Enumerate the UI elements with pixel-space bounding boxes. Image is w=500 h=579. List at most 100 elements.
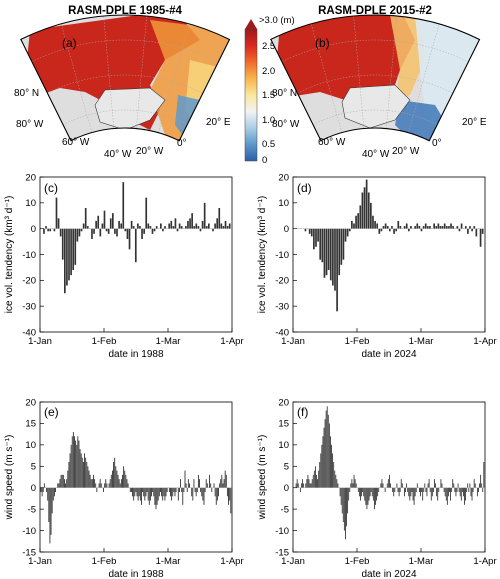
bar: [393, 228, 395, 234]
bar: [408, 487, 410, 497]
bar: [423, 487, 425, 492]
bar: [213, 483, 215, 488]
bar: [70, 228, 72, 276]
bar: [410, 226, 412, 229]
bar: [366, 487, 368, 510]
bar: [212, 228, 214, 232]
bar: [128, 228, 131, 250]
bar: [407, 228, 410, 232]
x-tick-label: 1-Mar: [409, 556, 434, 567]
bar: [367, 487, 369, 505]
bar: [208, 223, 210, 229]
bar: [117, 474, 119, 488]
bar: [205, 479, 207, 488]
plot-frame: [39, 401, 233, 553]
bar: [471, 487, 473, 501]
bar: [336, 479, 338, 488]
map-panel-b: (b) 80° N 80° W 60° W 40° W 20° W 0° 20°…: [270, 14, 487, 160]
bar: [96, 487, 98, 492]
bar: [327, 414, 329, 488]
bar: [153, 487, 155, 497]
bar: [337, 483, 339, 488]
bar: [405, 223, 408, 229]
x-tick-label: 1-Feb: [345, 336, 370, 347]
bar: [173, 487, 175, 492]
bar: [211, 487, 213, 492]
bar: [172, 226, 175, 229]
bar: [415, 487, 417, 492]
bar: [218, 208, 221, 229]
bar: [143, 228, 145, 234]
bar: [380, 228, 383, 232]
bar: [48, 487, 50, 522]
bar: [105, 479, 107, 488]
bar: [195, 223, 198, 229]
bar: [353, 474, 355, 488]
bar: [428, 479, 430, 488]
bar: [125, 474, 127, 488]
bar: [78, 228, 81, 237]
bar: [175, 487, 177, 492]
bar: [440, 479, 442, 488]
y-axis-label: wind speed (m s⁻¹): [257, 435, 268, 521]
bar: [435, 226, 438, 229]
bar: [373, 487, 375, 510]
bar: [197, 226, 200, 229]
bar: [395, 228, 398, 232]
panel-e-wind-speed-1988: 20 15 10 5 0 -5 -10 -151-Jan 1-Feb 1-Mar 1-Apr date…: [4, 397, 244, 579]
bar: [341, 487, 343, 514]
bar: [196, 487, 198, 492]
bar: [434, 479, 435, 488]
map-b-graticule: [281, 15, 469, 133]
bar: [99, 479, 101, 488]
graticule-latitude-line: [47, 74, 203, 94]
y-tick-label: 10: [278, 198, 289, 209]
map-b-frame: [270, 14, 481, 142]
bar: [170, 487, 171, 497]
bar: [464, 487, 465, 505]
bar: [320, 453, 322, 488]
bar: [352, 483, 354, 488]
bar: [317, 479, 318, 488]
bar: [424, 223, 427, 229]
bar: [329, 228, 332, 281]
bar: [49, 228, 52, 232]
bar: [115, 466, 117, 488]
bar: [201, 220, 204, 229]
y-tick-label: -20: [275, 276, 289, 287]
bar: [154, 487, 156, 505]
bar: [319, 228, 322, 260]
map-b-panel-label: (b): [315, 36, 330, 50]
bar: [216, 487, 218, 501]
bar: [456, 487, 458, 492]
bar: [132, 487, 133, 497]
map-b-lon-20e: 20° E: [462, 117, 487, 128]
bar: [149, 226, 152, 229]
map-a-panel-label: (a): [62, 36, 77, 50]
bar: [473, 226, 476, 229]
bar: [454, 487, 456, 492]
bar: [86, 226, 89, 229]
bar: [326, 406, 328, 488]
bar: [439, 226, 442, 229]
bar: [386, 226, 389, 229]
bar: [174, 218, 177, 229]
bar: [228, 223, 231, 229]
plot-frame: [292, 401, 486, 553]
bar: [50, 487, 52, 535]
map-b-lon-0: 0°: [432, 138, 442, 149]
bar: [370, 202, 372, 229]
bar: [429, 226, 431, 229]
bar: [181, 487, 183, 492]
bar: [86, 462, 88, 488]
bar: [391, 226, 393, 229]
bar: [346, 228, 349, 237]
bar: [357, 487, 359, 492]
bar: [378, 487, 380, 492]
bar: [393, 487, 395, 497]
bar: [308, 479, 310, 488]
bar: [451, 487, 453, 492]
bar: [151, 228, 154, 234]
bar: [47, 487, 49, 501]
bar: [197, 474, 199, 488]
